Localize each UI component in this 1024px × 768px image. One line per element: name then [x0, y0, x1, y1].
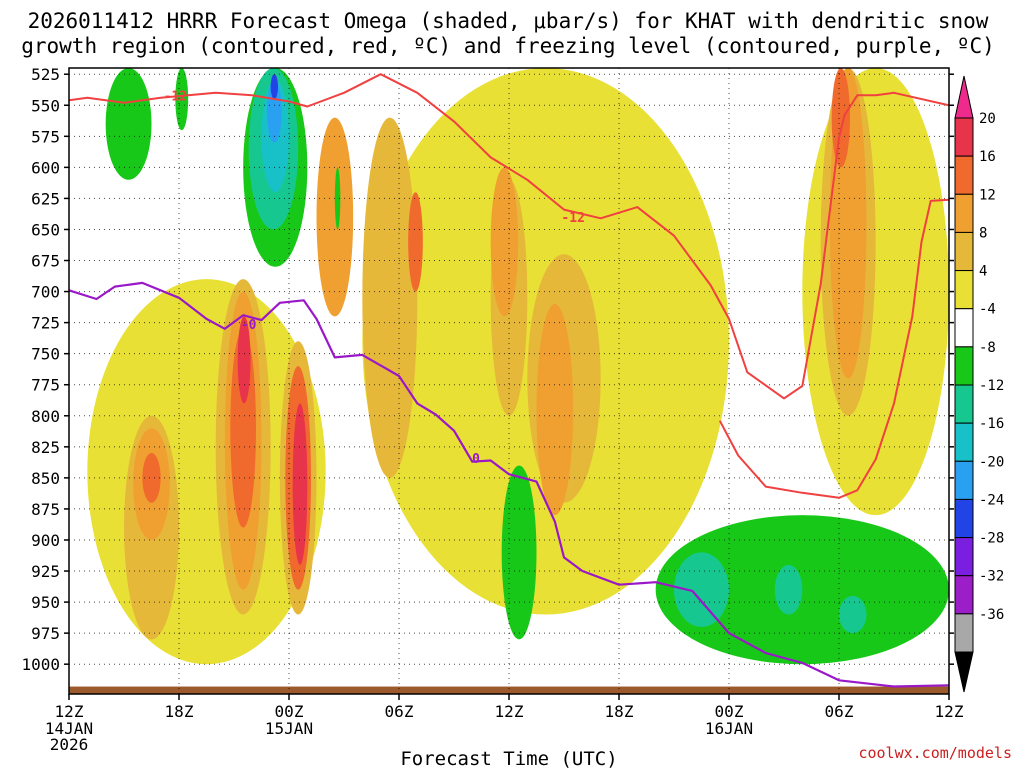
x-tick-label-1: 18Z [165, 702, 194, 721]
x-tick-label-7: 06Z [825, 702, 854, 721]
contour-lines: -12 -12 -0 0 [69, 73, 949, 688]
colorbar-label-13: -36 [979, 607, 1004, 623]
colorbar-top-arrow [954, 75, 974, 119]
y-tick-label-825: 825 [31, 438, 60, 457]
site-credit: coolwx.com/models [858, 744, 1012, 762]
colorbar-label-11: -28 [979, 531, 1004, 547]
colorbar-bin-0 [954, 117, 974, 157]
omega-region-26 [334, 167, 341, 230]
y-tick-label-600: 600 [31, 158, 60, 177]
colorbar-label-6: -8 [979, 340, 996, 356]
colorbar-bin-8 [954, 422, 974, 462]
x-tick-label-4: 12Z [495, 702, 524, 721]
y-tick-label-925: 925 [31, 562, 60, 581]
colorbar-bin-13 [954, 613, 974, 653]
colorbar-label-9: -20 [979, 454, 1004, 470]
omega-region-23 [105, 68, 152, 180]
y-tick-label-625: 625 [31, 189, 60, 208]
x-tick-sublabel-2-0: 15JAN [265, 719, 313, 738]
y-tick-label-850: 850 [31, 469, 60, 488]
y-tick-label-975: 975 [31, 624, 60, 643]
colorbar: 20 16 12 8 4 -4 -8 -12 -16 -20 -24 -28 -32 -36 [954, 75, 1004, 693]
omega-region-22 [292, 403, 308, 565]
omega-region-14 [536, 303, 574, 516]
y-tick-label-575: 575 [31, 127, 60, 146]
colorbar-bin-11 [954, 537, 974, 577]
colorbar-label-5: -4 [979, 302, 996, 318]
contour-label-2: -0 [241, 318, 257, 333]
y-tick-label-550: 550 [31, 96, 60, 115]
colorbar-bin-2 [954, 193, 974, 233]
y-tick-label-650: 650 [31, 220, 60, 239]
omega-region-21 [237, 316, 251, 404]
y-tick-label-875: 875 [31, 500, 60, 519]
colorbar-bin-6 [954, 346, 974, 386]
y-tick-label-700: 700 [31, 283, 60, 302]
x-tick-label-5: 18Z [605, 702, 634, 721]
dgz-minus12-lower-contour [718, 198, 949, 499]
colorbar-label-8: -16 [979, 416, 1004, 432]
grid-lines [69, 68, 949, 694]
x-tick-sublabel-0-0: 14JAN [45, 719, 93, 738]
omega-region-31 [774, 564, 803, 615]
colorbar-bin-3 [954, 231, 974, 272]
colorbar-bin-1 [954, 155, 974, 195]
x-tick-label-2: 00Z [275, 702, 304, 721]
colorbar-label-12: -32 [979, 569, 1004, 585]
colorbar-label-3: 8 [979, 225, 987, 241]
omega-region-13 [490, 167, 519, 317]
omega-region-6 [362, 117, 418, 478]
x-axis-title: Forecast Time (UTC) [400, 748, 617, 768]
omega-region-12 [316, 117, 354, 317]
contour-label-0: -12 [164, 89, 187, 104]
x-tick-label-8: 12Z [935, 702, 964, 721]
colorbar-bin-5 [954, 308, 974, 348]
axes: 525 550 575 600 625 650 675 700 725 750 775 800 825 8… [21, 65, 963, 754]
y-tick-label-675: 675 [31, 252, 60, 271]
y-tick-label-525: 525 [31, 65, 60, 84]
colorbar-bin-9 [954, 460, 974, 500]
omega-region-34 [267, 80, 282, 143]
colorbar-label-1: 16 [979, 149, 996, 165]
x-tick-label-6: 00Z [715, 702, 744, 721]
y-tick-label-750: 750 [31, 345, 60, 364]
y-tick-label-775: 775 [31, 376, 60, 395]
omega-region-16 [142, 453, 161, 503]
colorbar-label-10: -24 [979, 492, 1004, 508]
omega-region-32 [839, 595, 867, 634]
x-tick-sublabel-0-1: 2026 [50, 735, 89, 754]
y-tick-label-1000: 1000 [21, 655, 60, 674]
colorbar-label-7: -12 [979, 378, 1004, 394]
colorbar-bin-4 [954, 270, 974, 310]
freezing-level-contour [69, 281, 949, 688]
omega-region-19 [408, 192, 423, 292]
colorbar-bin-10 [954, 498, 974, 539]
contour-label-3: 0 [472, 452, 480, 467]
contour-label-1: -12 [561, 211, 584, 226]
y-tick-label-800: 800 [31, 407, 60, 426]
colorbar-label-0: 20 [979, 111, 996, 127]
x-tick-label-0: 12Z [55, 702, 84, 721]
chart-title-line2: growth region (contoured, red, ºC) and f… [21, 34, 995, 58]
omega-region-27 [501, 465, 537, 640]
y-tick-label-725: 725 [31, 314, 60, 333]
terrain-fill [69, 686, 949, 694]
colorbar-label-2: 12 [979, 187, 996, 203]
x-tick-label-3: 06Z [385, 702, 414, 721]
colorbar-bin-12 [954, 575, 974, 615]
omega-region-20 [831, 68, 850, 168]
omega-region-30 [674, 552, 729, 627]
dgz-minus12-upper-contour [69, 73, 949, 400]
colorbar-bottom-arrow [954, 651, 974, 693]
omega-region-35 [270, 74, 279, 100]
plot-area [69, 68, 949, 694]
y-tick-label-900: 900 [31, 531, 60, 550]
colorbar-bin-7 [954, 384, 974, 424]
y-tick-label-950: 950 [31, 593, 60, 612]
x-tick-sublabel-6-0: 16JAN [705, 719, 753, 738]
colorbar-label-4: 4 [979, 264, 987, 280]
chart-title-line1: 2026011412 HRRR Forecast Omega (shaded, … [28, 9, 989, 33]
